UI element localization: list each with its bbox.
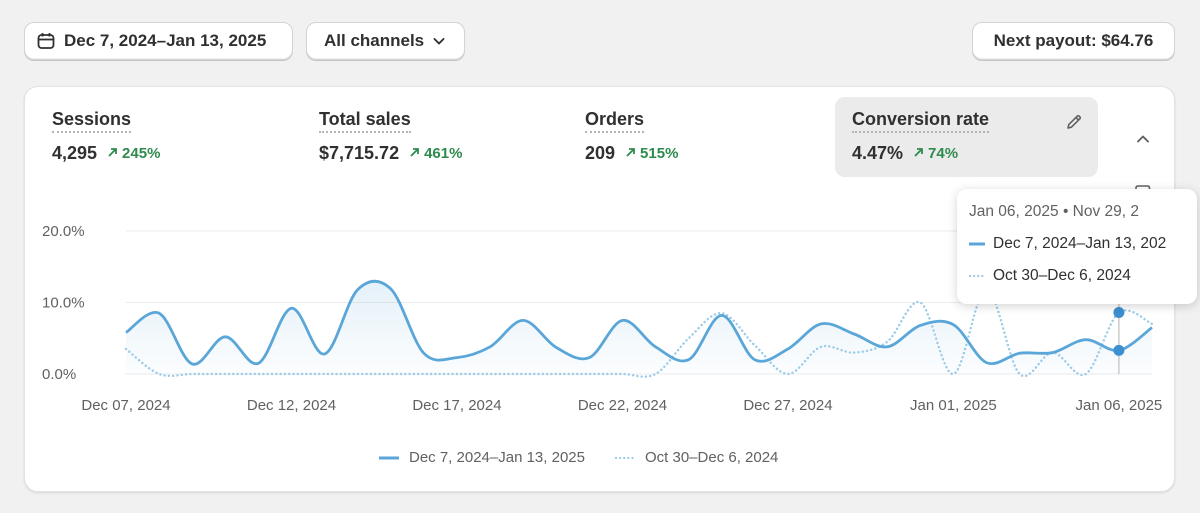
solid-line-swatch — [969, 242, 985, 246]
metric-conversion-rate[interactable]: Conversion rate 4.47% 74% — [835, 97, 1098, 177]
metric-title: Conversion rate — [852, 109, 990, 133]
legend-label: Dec 7, 2024–Jan 13, 2025 — [409, 449, 585, 466]
dotted-line-swatch — [614, 456, 635, 459]
metric-orders[interactable]: Orders 209 515% — [585, 109, 678, 164]
chart-tooltip: Jan 06, 2025 • Nov 29, 2 Dec 7, 2024–Jan… — [957, 189, 1197, 304]
x-tick-label: Dec 17, 2024 — [412, 397, 501, 414]
y-tick-label: 0.0% — [42, 366, 76, 383]
y-tick-label: 20.0% — [42, 223, 85, 240]
date-range-label: Dec 7, 2024–Jan 13, 2025 — [64, 31, 267, 50]
x-tick-label: Jan 01, 2025 — [910, 397, 997, 414]
y-tick-label: 10.0% — [42, 295, 85, 312]
next-payout-button[interactable]: Next payout: $64.76 — [972, 22, 1175, 60]
metric-sessions[interactable]: Sessions 4,295 245% — [52, 109, 160, 164]
tooltip-previous-label: Oct 30–Dec 6, 2024 — [993, 267, 1131, 284]
arrow-up-right-icon — [107, 145, 118, 162]
arrow-up-right-icon — [913, 145, 924, 162]
dotted-line-swatch — [969, 274, 985, 278]
legend-label: Oct 30–Dec 6, 2024 — [644, 449, 779, 466]
legend-item-previous[interactable]: Oct 30–Dec 6, 2024 — [614, 449, 779, 466]
x-tick-label: Dec 12, 2024 — [247, 397, 336, 414]
metric-title: Orders — [585, 109, 645, 133]
chart-legend: Dec 7, 2024–Jan 13, 2025 Oct 30–Dec 6, 2… — [379, 449, 778, 466]
metric-change: 515% — [640, 145, 679, 162]
metric-change: 461% — [424, 145, 463, 162]
tooltip-current-label: Dec 7, 2024–Jan 13, 202 — [993, 235, 1167, 252]
next-payout-label: Next payout: $64.76 — [993, 31, 1154, 50]
metric-value: 4,295 — [52, 143, 98, 163]
calendar-icon — [36, 31, 56, 51]
metric-total-sales[interactable]: Total sales $7,715.72 461% — [319, 109, 462, 164]
chevron-down-icon — [432, 34, 446, 48]
metric-title: Total sales — [319, 109, 411, 133]
solid-line-swatch — [379, 456, 399, 459]
collapse-chevron-icon[interactable] — [1131, 127, 1155, 151]
conversion-rate-chart[interactable]: 20.0% 10.0% 0.0% Dec 07, 2024 Dec 12, 2024 De… — [25, 87, 1174, 491]
metric-change: 245% — [122, 145, 161, 162]
current-series-area — [126, 281, 1152, 374]
previous-series-point — [1113, 307, 1125, 319]
current-series-point — [1113, 344, 1125, 356]
x-tick-label: Jan 06, 2025 — [1076, 397, 1163, 414]
arrow-up-right-icon — [625, 145, 636, 162]
pencil-icon[interactable] — [1063, 111, 1085, 133]
date-range-button[interactable]: Dec 7, 2024–Jan 13, 2025 — [24, 22, 293, 60]
tooltip-header: Jan 06, 2025 • Nov 29, 2 — [969, 203, 1140, 220]
metric-value: 4.47% — [852, 143, 904, 163]
x-tick-label: Dec 07, 2024 — [81, 397, 170, 414]
metric-value: $7,715.72 — [319, 143, 400, 163]
arrow-up-right-icon — [409, 145, 420, 162]
metric-title: Sessions — [52, 109, 132, 133]
legend-item-current[interactable]: Dec 7, 2024–Jan 13, 2025 — [379, 449, 585, 466]
channel-filter-dropdown[interactable]: All channels — [306, 22, 465, 60]
x-tick-label: Dec 22, 2024 — [578, 397, 667, 414]
metric-change: 74% — [928, 145, 959, 162]
channel-filter-label: All channels — [324, 31, 425, 50]
metric-value: 209 — [585, 143, 616, 163]
x-tick-label: Dec 27, 2024 — [743, 397, 832, 414]
current-series-line — [125, 279, 1153, 366]
